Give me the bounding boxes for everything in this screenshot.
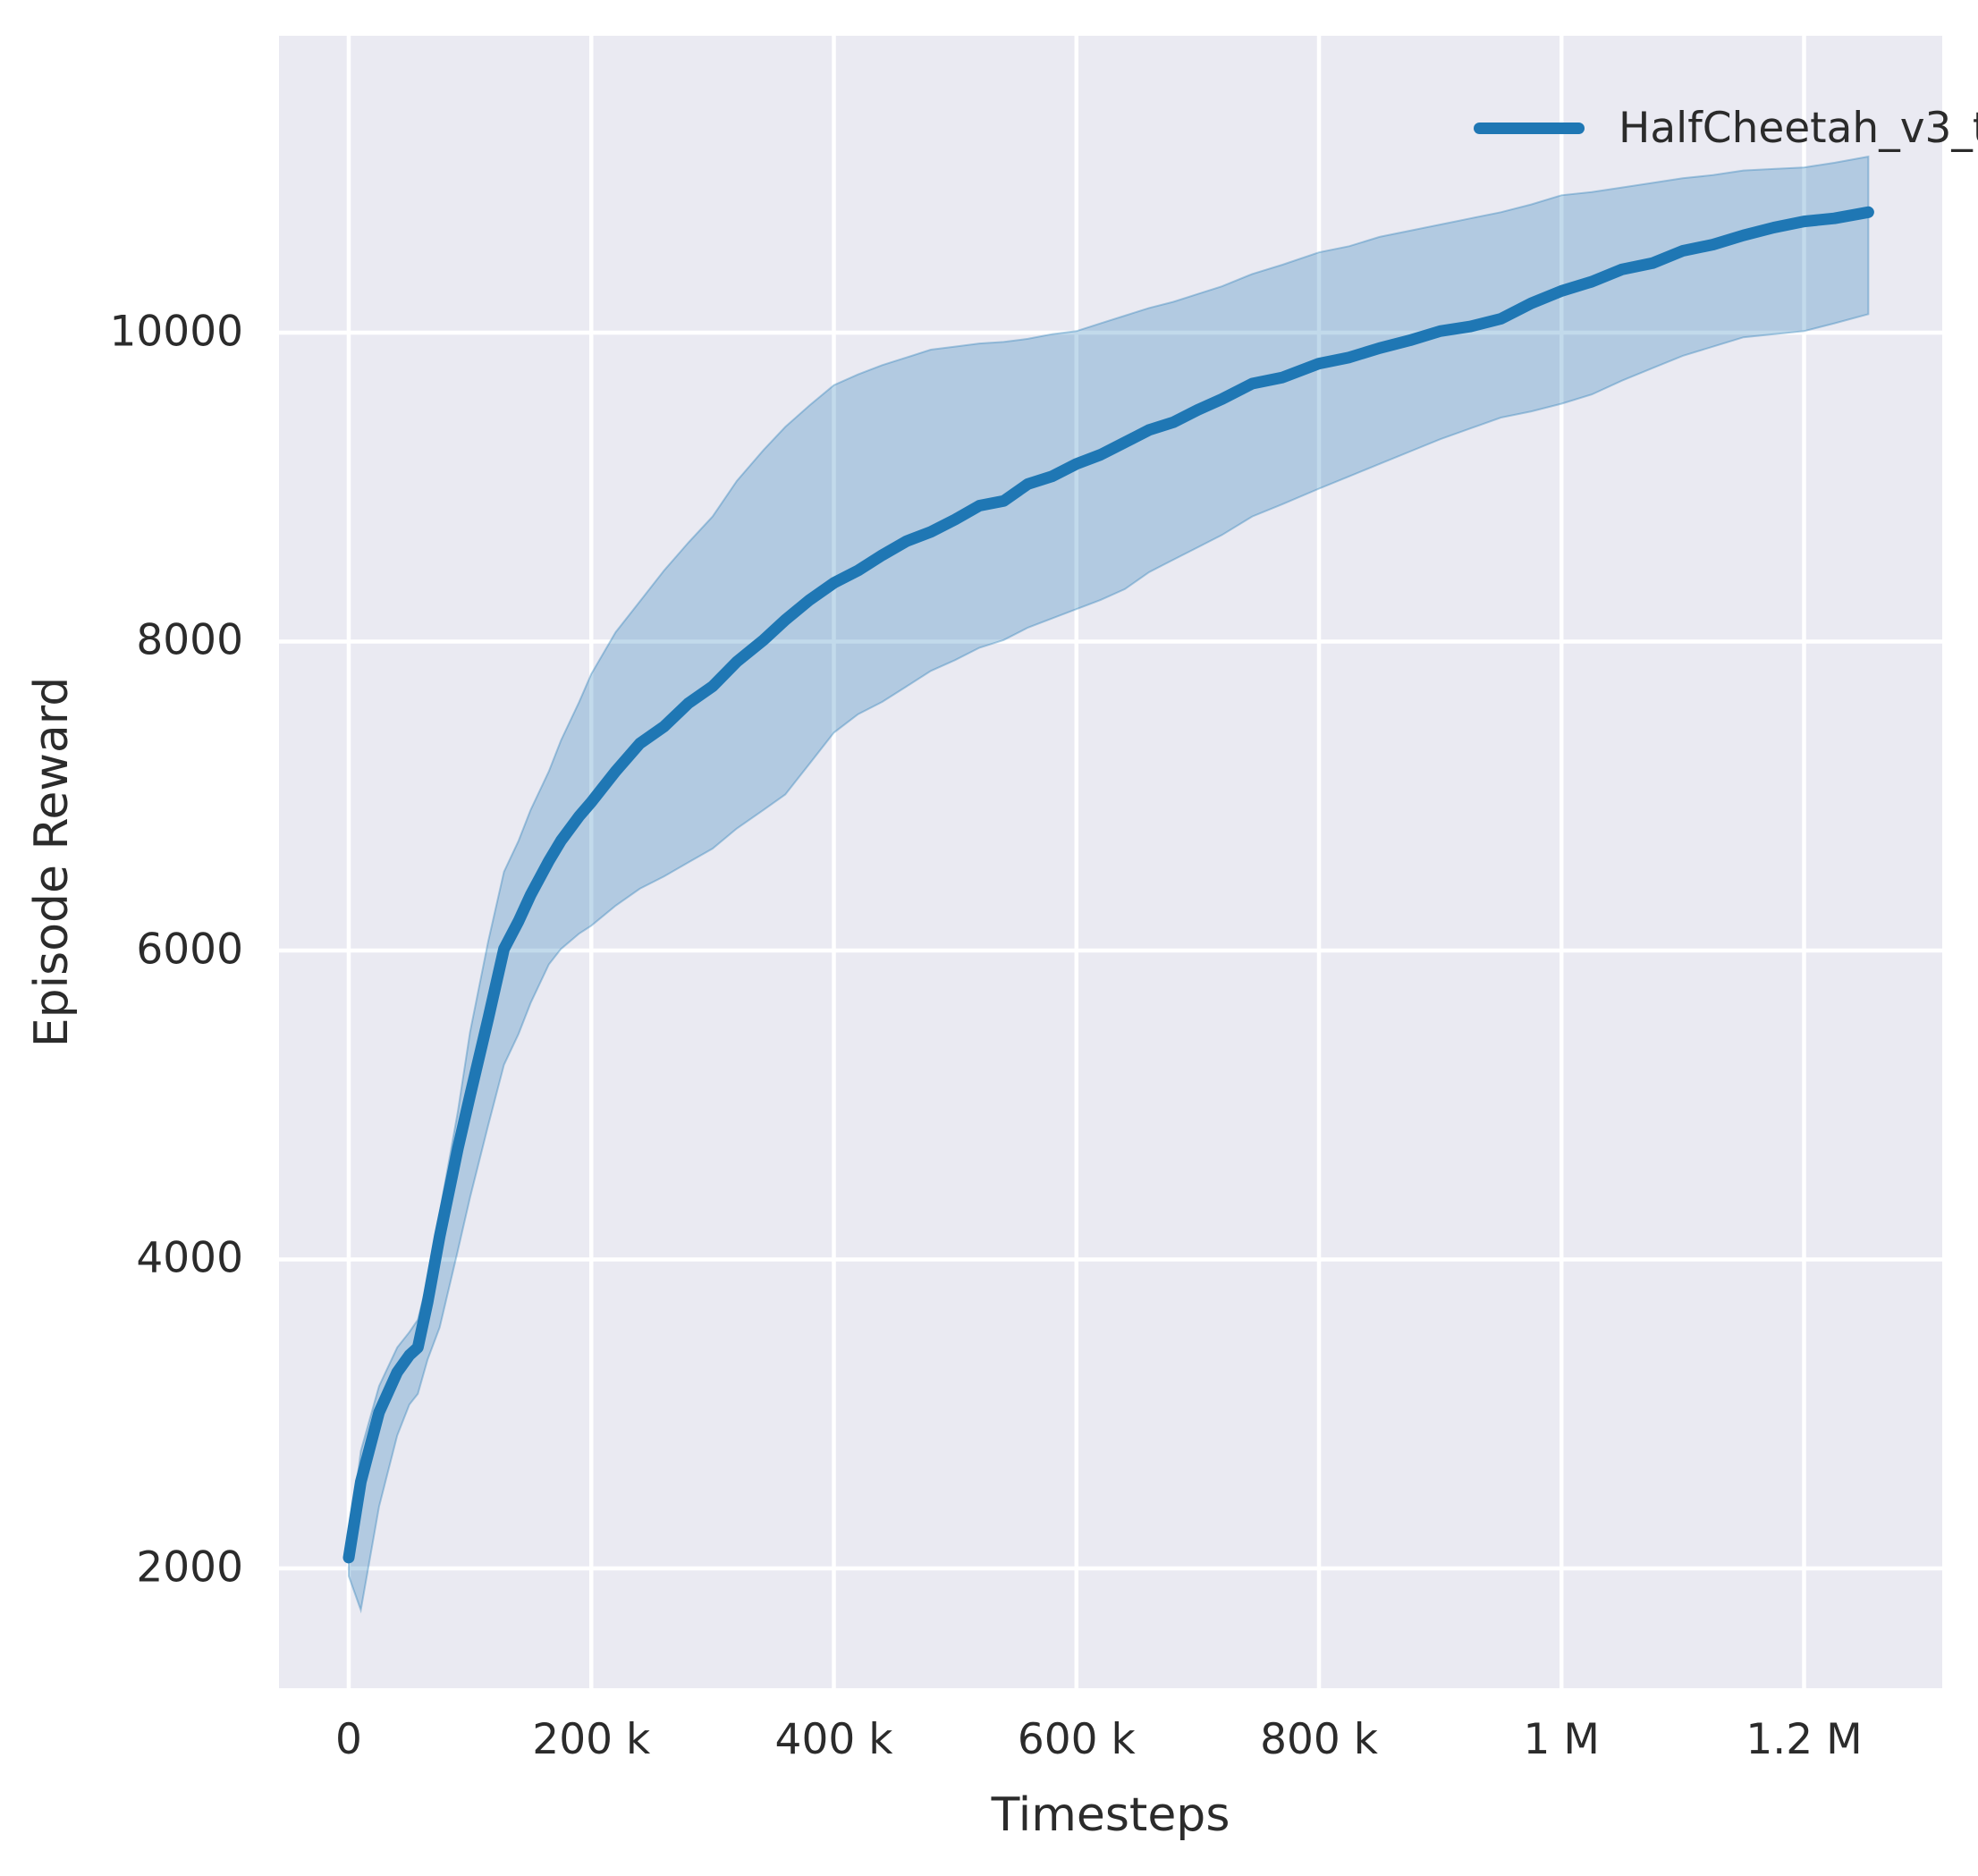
plot-area: HalfCheetah_v3_td3 (10) xyxy=(279,36,1978,1688)
y-tick-label: 8000 xyxy=(136,615,243,665)
legend-label: HalfCheetah_v3_td3 (10) xyxy=(1619,104,1978,153)
y-tick-label: 4000 xyxy=(136,1233,243,1283)
mean-line xyxy=(342,206,1874,1564)
x-tick-label: 800 k xyxy=(1260,1715,1378,1764)
y-tick-label: 6000 xyxy=(136,925,243,975)
y-tick-label: 10000 xyxy=(109,307,243,357)
x-tick-label: 600 k xyxy=(1017,1715,1136,1764)
legend-line-sample xyxy=(1474,123,1585,134)
x-axis-label: Timesteps xyxy=(991,1788,1230,1842)
confidence-band xyxy=(348,155,1870,1614)
x-tick-label: 400 k xyxy=(774,1715,893,1764)
legend: HalfCheetah_v3_td3 (10) xyxy=(1474,104,1978,153)
x-tick-label: 0 xyxy=(335,1715,362,1764)
x-tick-label: 200 k xyxy=(532,1715,651,1764)
plot-svg xyxy=(279,36,1942,1688)
y-tick-label: 2000 xyxy=(136,1542,243,1593)
y-axis-label: Episode Reward xyxy=(25,676,79,1048)
x-tick-label: 1 M xyxy=(1523,1715,1600,1764)
x-tick-label: 1.2 M xyxy=(1746,1715,1863,1764)
